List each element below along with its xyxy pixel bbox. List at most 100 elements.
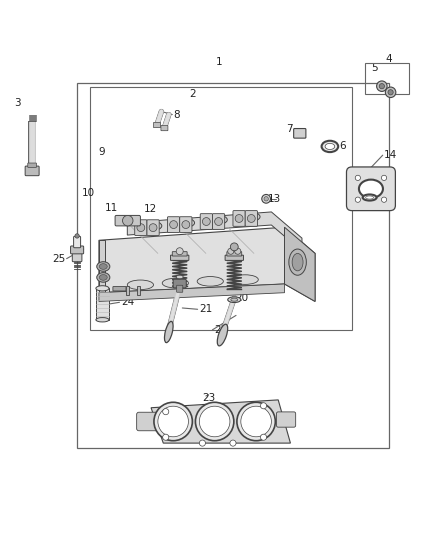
FancyBboxPatch shape (72, 252, 82, 262)
Circle shape (241, 406, 272, 437)
Ellipse shape (173, 218, 194, 228)
Text: 24: 24 (121, 297, 134, 308)
Text: 4: 4 (385, 54, 392, 64)
Ellipse shape (292, 253, 303, 271)
Polygon shape (127, 212, 302, 251)
Ellipse shape (206, 215, 227, 224)
FancyBboxPatch shape (115, 215, 141, 226)
Polygon shape (151, 400, 290, 443)
Circle shape (149, 224, 157, 231)
Text: 18: 18 (248, 276, 261, 286)
Circle shape (355, 175, 360, 181)
Circle shape (176, 248, 183, 255)
FancyBboxPatch shape (177, 285, 183, 292)
FancyBboxPatch shape (71, 246, 84, 254)
Text: 15: 15 (380, 189, 393, 199)
Text: 20: 20 (235, 293, 248, 303)
FancyBboxPatch shape (293, 128, 306, 138)
FancyBboxPatch shape (245, 211, 258, 227)
FancyBboxPatch shape (173, 279, 186, 288)
FancyBboxPatch shape (147, 220, 159, 236)
Ellipse shape (165, 321, 173, 343)
Circle shape (261, 434, 267, 440)
Ellipse shape (231, 298, 238, 301)
Text: 14: 14 (384, 150, 397, 160)
FancyBboxPatch shape (180, 217, 192, 232)
Circle shape (228, 248, 234, 254)
FancyBboxPatch shape (153, 123, 160, 128)
FancyBboxPatch shape (161, 125, 168, 131)
Text: 6: 6 (339, 141, 346, 151)
Circle shape (199, 406, 230, 437)
Circle shape (235, 248, 241, 254)
FancyBboxPatch shape (113, 287, 126, 291)
Circle shape (230, 440, 236, 446)
Text: 16: 16 (255, 260, 268, 269)
FancyBboxPatch shape (212, 214, 225, 229)
FancyBboxPatch shape (346, 167, 396, 211)
Circle shape (170, 221, 177, 229)
Text: 7: 7 (286, 124, 292, 134)
Text: 17: 17 (198, 254, 211, 264)
Circle shape (262, 195, 271, 203)
FancyBboxPatch shape (170, 255, 189, 261)
Ellipse shape (210, 217, 223, 223)
Circle shape (237, 402, 276, 441)
Circle shape (381, 175, 387, 181)
Ellipse shape (366, 196, 374, 199)
Ellipse shape (232, 275, 258, 285)
Text: 8: 8 (173, 110, 180, 119)
Circle shape (230, 243, 238, 251)
Circle shape (162, 434, 169, 440)
FancyBboxPatch shape (25, 166, 39, 176)
Circle shape (261, 403, 267, 409)
Circle shape (388, 90, 393, 95)
Text: 5: 5 (371, 63, 378, 73)
Ellipse shape (97, 262, 110, 271)
Ellipse shape (228, 297, 241, 303)
Ellipse shape (145, 223, 158, 229)
Ellipse shape (96, 286, 109, 291)
Circle shape (75, 234, 79, 238)
Circle shape (264, 197, 268, 201)
Circle shape (195, 402, 234, 441)
FancyBboxPatch shape (233, 211, 245, 227)
Bar (77, 83, 389, 448)
Circle shape (182, 221, 190, 229)
Ellipse shape (239, 212, 260, 222)
FancyBboxPatch shape (225, 255, 244, 261)
FancyBboxPatch shape (167, 217, 180, 232)
Ellipse shape (162, 278, 188, 288)
Circle shape (158, 406, 188, 437)
Circle shape (137, 224, 145, 231)
Text: 3: 3 (14, 98, 21, 108)
Ellipse shape (243, 214, 256, 220)
Circle shape (385, 87, 396, 98)
Ellipse shape (96, 318, 109, 322)
Circle shape (381, 197, 387, 203)
Polygon shape (99, 227, 315, 302)
Circle shape (379, 84, 385, 89)
FancyBboxPatch shape (28, 163, 36, 167)
Ellipse shape (217, 324, 228, 346)
Ellipse shape (325, 143, 335, 149)
Text: 23: 23 (202, 393, 215, 403)
Text: 22: 22 (214, 325, 227, 335)
Ellipse shape (359, 180, 383, 198)
Circle shape (154, 402, 192, 441)
Bar (137, 286, 140, 295)
Text: 19: 19 (182, 280, 195, 290)
Circle shape (199, 440, 205, 446)
FancyBboxPatch shape (227, 252, 242, 256)
Circle shape (215, 217, 223, 225)
Ellipse shape (127, 280, 153, 289)
FancyBboxPatch shape (276, 412, 296, 427)
Text: 10: 10 (81, 188, 95, 198)
Text: 21: 21 (199, 304, 212, 314)
Ellipse shape (176, 275, 183, 279)
Circle shape (355, 197, 360, 203)
FancyBboxPatch shape (74, 236, 81, 248)
FancyBboxPatch shape (200, 214, 212, 229)
Bar (365, 62, 409, 94)
Ellipse shape (99, 274, 107, 280)
